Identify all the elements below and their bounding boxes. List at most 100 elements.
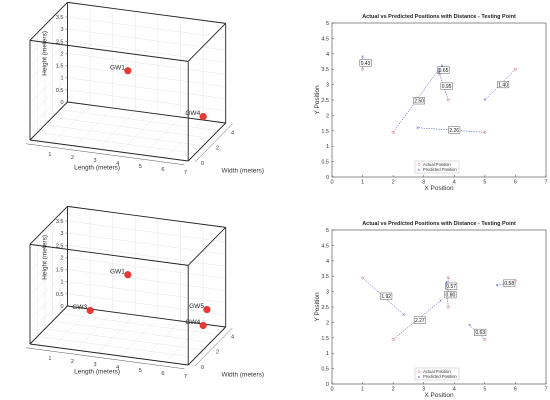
distance-label: 0.58 — [504, 281, 514, 287]
box-edge — [29, 206, 68, 245]
plot-frame — [331, 22, 547, 178]
distance-label: 1.40 — [498, 82, 508, 88]
y-tick-label: 3 — [326, 83, 329, 89]
distance-label: 0.57 — [446, 284, 456, 290]
y-tick-label: 3.5 — [321, 274, 329, 280]
grid-line — [142, 221, 181, 360]
y-tick-label: 1 — [326, 144, 329, 150]
actual-point — [446, 98, 450, 102]
box-edge — [29, 243, 189, 266]
actual-point — [483, 130, 487, 134]
y-tick-label: 5 — [326, 228, 329, 234]
x-tick-label: 2 — [392, 387, 395, 393]
distance-label-box — [437, 66, 450, 74]
x-tick-label: 6 — [514, 180, 517, 186]
distance-label: 0.80 — [446, 292, 456, 298]
y-tick-label: 4 — [326, 52, 329, 58]
grid-line — [75, 8, 113, 147]
legend-predicted-label: Predicted Position — [423, 374, 457, 379]
grid-line — [97, 215, 136, 354]
y-tick-label: 2 — [216, 350, 219, 356]
distance-label-box — [445, 282, 458, 290]
z-tick-label: 2.5 — [56, 39, 64, 45]
x-tick-label: 6 — [161, 167, 164, 173]
predicted-point: × — [438, 67, 441, 73]
grid-line — [29, 101, 226, 141]
x-axis-label: X Position — [424, 185, 454, 192]
x-tick-label: 7 — [184, 374, 187, 380]
predicted-point: × — [402, 312, 405, 318]
z-axis-label: Height (meters) — [42, 235, 49, 280]
y-tick-label: 1.5 — [321, 129, 329, 135]
x-tick-label: 1 — [48, 356, 51, 362]
legend-actual-label: Actual Position — [423, 369, 451, 374]
actual-point — [483, 337, 487, 341]
chart-2d-top: Actual vs Predicted Positions with Dista… — [314, 14, 548, 192]
y-tick-label: 0 — [326, 382, 329, 388]
y-axis-line — [194, 123, 233, 163]
grid-line — [188, 23, 226, 162]
x-tick-label: 1 — [361, 180, 364, 186]
y-tick-label: 1 — [326, 351, 329, 357]
actual-point — [361, 67, 365, 71]
y-tick-label: 5 — [326, 21, 329, 27]
box-edge — [29, 39, 189, 62]
distance-line — [392, 69, 440, 133]
z-tick-label: 2.5 — [56, 243, 64, 249]
grid-line — [120, 14, 159, 153]
legend-box — [414, 160, 460, 174]
predicted-point: × — [439, 298, 442, 304]
y-tick-label: 2.5 — [321, 98, 329, 104]
predicted-point: × — [468, 323, 471, 329]
actual-point — [391, 337, 395, 341]
box-edge — [67, 1, 226, 24]
distance-label: 2.50 — [414, 99, 424, 105]
y-tick-label: 3 — [326, 290, 329, 296]
box-edge — [67, 205, 226, 228]
legend-actual-marker — [417, 370, 421, 373]
x-tick-label: 6 — [161, 371, 164, 377]
grid-line — [44, 25, 204, 147]
x-tick-label: 3 — [94, 158, 97, 164]
distance-label-box — [474, 328, 487, 336]
y-tick-label: 4 — [231, 131, 234, 137]
x-tick-label: 4 — [116, 365, 119, 371]
z-tick-label: 2 — [60, 255, 63, 261]
grid-line — [188, 227, 226, 366]
distance-label: 2.26 — [449, 128, 459, 134]
x-tick-label: 0 — [330, 387, 333, 393]
box-edge — [29, 343, 189, 366]
gateway-point — [203, 305, 211, 314]
grid-line — [52, 17, 211, 139]
z-tick-label: 3.5 — [56, 219, 64, 225]
chart-2d-bottom: Actual vs Predicted Positions with Dista… — [314, 221, 548, 399]
distance-label: 0.65 — [439, 68, 449, 74]
x-tick-label: 0 — [330, 180, 333, 186]
x-tick-label: 5 — [139, 368, 142, 374]
gateway-point — [124, 271, 132, 279]
x-tick-label: 4 — [453, 180, 456, 186]
legend-predicted-marker: × — [418, 168, 421, 173]
x-axis-line — [26, 143, 185, 166]
actual-point — [361, 276, 365, 280]
box-edge — [187, 326, 227, 366]
x-tick-label: 2 — [392, 180, 395, 186]
y-tick-label: 0.5 — [321, 367, 329, 373]
y-tick-label: 0 — [201, 161, 204, 167]
x-axis-line — [26, 347, 185, 370]
x-tick-label: 3 — [422, 387, 425, 393]
x-tick-label: 4 — [453, 387, 456, 393]
grid-line — [29, 89, 226, 129]
distance-label: 0.63 — [475, 330, 485, 336]
z-tick-label: 0.5 — [56, 88, 64, 94]
actual-point — [513, 67, 517, 71]
distance-label-box — [413, 97, 426, 105]
y-tick-label: 0 — [201, 365, 204, 371]
chart-title: Actual vs Predicted Positions with Dista… — [362, 14, 516, 20]
distance-label: 0.43 — [361, 61, 371, 67]
gateway-label: GW4 — [185, 319, 200, 326]
y-axis-label: Y Position — [314, 292, 321, 322]
x-tick-label: 2 — [71, 155, 74, 161]
legend-predicted-label: Predicted Position — [423, 167, 457, 172]
y-tick-label: 0.5 — [321, 160, 329, 166]
